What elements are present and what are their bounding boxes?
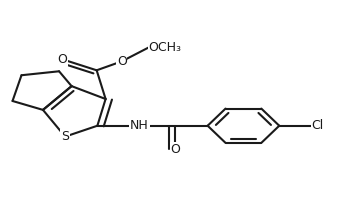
- Text: Cl: Cl: [311, 119, 324, 132]
- Text: O: O: [58, 53, 68, 66]
- Text: O: O: [117, 55, 127, 68]
- Text: NH: NH: [130, 119, 149, 132]
- Text: O: O: [170, 143, 180, 156]
- Text: OCH₃: OCH₃: [149, 41, 182, 54]
- Text: S: S: [61, 130, 69, 143]
